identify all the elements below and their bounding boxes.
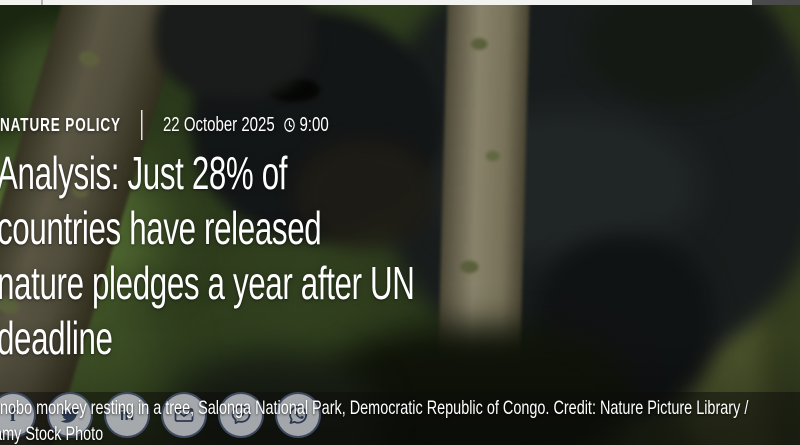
- bonobo-hand: [155, 0, 315, 100]
- share-email-button[interactable]: [161, 392, 207, 438]
- facebook-icon: f: [10, 405, 17, 426]
- article-meta-row: NATURE POLICY 22 October 2025 9:00: [0, 110, 329, 140]
- share-whatsapp-button[interactable]: [275, 392, 321, 438]
- messenger-icon: [231, 405, 251, 424]
- twitter-icon: [60, 407, 80, 423]
- share-messenger-button[interactable]: [218, 392, 264, 438]
- article-headline: Analysis: Just 28% of countries have rel…: [0, 146, 415, 366]
- email-icon: [174, 408, 194, 422]
- photo-caption: nobo monkey resting in a tree, Salonga N…: [0, 395, 748, 445]
- svg-text:f: f: [10, 405, 17, 426]
- share-linkedin-button[interactable]: in: [104, 392, 150, 438]
- whatsapp-icon: [289, 405, 308, 424]
- publish-date: 22 October 2025: [162, 113, 275, 136]
- headline-line: Analysis: Just 28% of: [0, 147, 288, 199]
- headline-line: nature pledges a year after UN: [0, 257, 415, 309]
- bonobo-baby-head: [585, 0, 775, 105]
- share-facebook-button[interactable]: f: [0, 392, 36, 438]
- top-header-divider: [41, 0, 43, 5]
- caption-line: amy Stock Photo: [0, 423, 104, 445]
- bonobo-face: [295, 140, 435, 250]
- clock-icon: [284, 117, 296, 133]
- category-link[interactable]: NATURE POLICY: [0, 114, 121, 135]
- meta-divider: [141, 110, 143, 140]
- publish-time: 9:00: [299, 113, 329, 136]
- top-header-remnant: [0, 0, 752, 5]
- svg-text:in: in: [120, 407, 134, 424]
- share-twitter-button[interactable]: [47, 392, 93, 438]
- linkedin-icon: in: [120, 407, 134, 424]
- headline-line: deadline: [0, 312, 113, 364]
- top-scrollbar-remnant[interactable]: [752, 0, 800, 5]
- caption-line: nobo monkey resting in a tree, Salonga N…: [0, 397, 749, 419]
- headline-line: countries have released: [0, 202, 322, 254]
